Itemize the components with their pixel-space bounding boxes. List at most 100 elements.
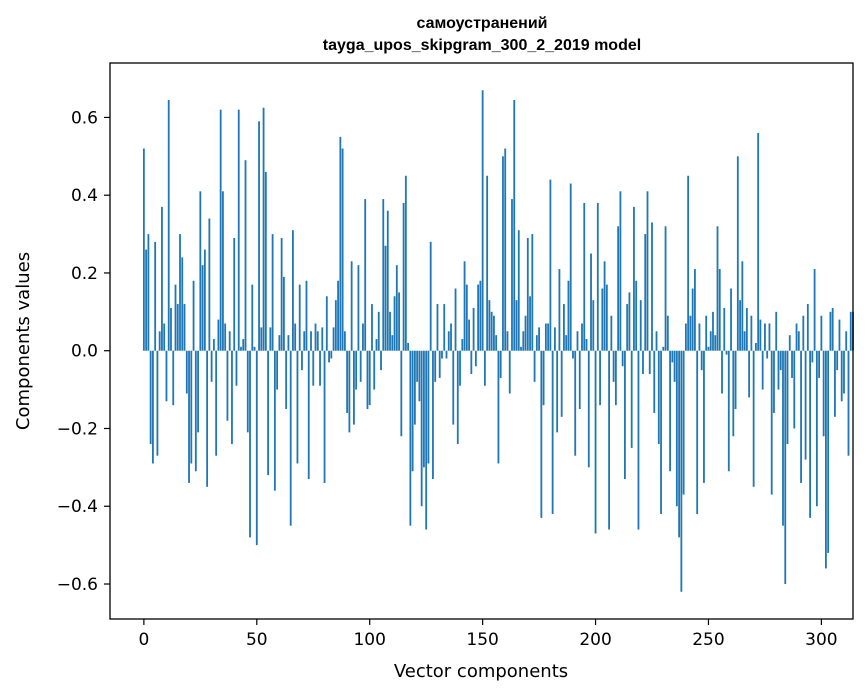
bar	[716, 226, 719, 351]
bar	[447, 331, 450, 351]
bar	[384, 245, 387, 351]
bar	[734, 350, 737, 410]
bar	[750, 315, 753, 351]
bar	[834, 350, 836, 417]
bar	[233, 237, 236, 351]
bar	[163, 323, 166, 351]
bar	[540, 350, 543, 518]
x-tick-label: 200	[579, 630, 611, 650]
bar	[782, 350, 784, 526]
bar	[752, 350, 755, 487]
bar	[502, 156, 504, 351]
bar	[341, 148, 344, 351]
bar	[337, 280, 339, 351]
bar	[682, 350, 685, 495]
bar	[285, 350, 288, 410]
bar	[158, 331, 161, 351]
bar	[644, 234, 647, 351]
bar	[583, 202, 586, 351]
bar	[255, 350, 258, 546]
bar	[754, 342, 757, 351]
bar	[305, 280, 308, 351]
bar	[603, 261, 606, 351]
bar	[723, 307, 726, 351]
bar	[145, 249, 148, 351]
bar	[325, 296, 328, 351]
bar	[353, 350, 355, 425]
bar	[456, 350, 459, 445]
bar	[312, 350, 315, 386]
bar	[459, 350, 461, 386]
bar	[743, 331, 746, 351]
bar	[601, 288, 604, 351]
bar	[314, 323, 317, 351]
bar	[761, 350, 764, 390]
bar	[377, 311, 380, 351]
bar	[490, 311, 493, 351]
bar	[343, 331, 346, 351]
chart-title-line1: самоустранений	[417, 15, 548, 32]
bar	[359, 350, 362, 382]
bar	[725, 350, 728, 355]
bar	[508, 350, 511, 394]
bar	[736, 156, 739, 351]
bar	[732, 350, 735, 437]
bar	[840, 350, 843, 402]
bar	[633, 206, 635, 351]
bar	[398, 292, 400, 351]
bar	[276, 350, 279, 390]
bar	[441, 350, 443, 359]
bar	[696, 350, 699, 515]
bar	[843, 350, 845, 394]
bar	[357, 265, 360, 351]
bar	[759, 319, 762, 351]
bar	[535, 335, 538, 351]
bar	[149, 350, 152, 445]
bar	[820, 315, 823, 351]
bar	[493, 315, 495, 351]
bar	[373, 350, 376, 390]
bar	[176, 304, 179, 351]
bar	[280, 237, 283, 351]
bar	[522, 331, 525, 351]
bar	[450, 323, 452, 351]
bar	[170, 307, 172, 351]
bar	[745, 307, 748, 351]
bar	[224, 323, 227, 351]
bar	[818, 350, 821, 378]
bar	[465, 284, 468, 351]
bar	[664, 226, 667, 351]
bar	[542, 350, 545, 406]
bar	[578, 350, 581, 410]
bar	[294, 323, 297, 351]
bar	[567, 280, 570, 351]
bar	[208, 218, 211, 351]
bar	[409, 350, 412, 526]
bar	[691, 288, 694, 351]
bar	[251, 284, 254, 351]
bar	[334, 300, 337, 351]
bar	[201, 265, 204, 351]
bar	[240, 346, 242, 351]
bar	[531, 234, 534, 351]
bars-group	[142, 90, 854, 592]
bar	[423, 350, 425, 468]
bar	[741, 261, 744, 351]
bar	[264, 171, 267, 351]
bar	[626, 304, 629, 351]
bar	[614, 350, 617, 406]
bar	[443, 304, 446, 351]
bar	[563, 304, 565, 351]
bar	[802, 315, 805, 351]
bar	[547, 323, 550, 351]
bar	[707, 346, 710, 351]
bar	[161, 206, 163, 351]
bar	[495, 335, 498, 351]
bar	[585, 339, 588, 351]
y-tick-label: −0.4	[57, 497, 98, 517]
bar	[212, 339, 215, 351]
bar	[400, 350, 403, 437]
bar	[538, 327, 540, 351]
bar	[766, 350, 769, 359]
